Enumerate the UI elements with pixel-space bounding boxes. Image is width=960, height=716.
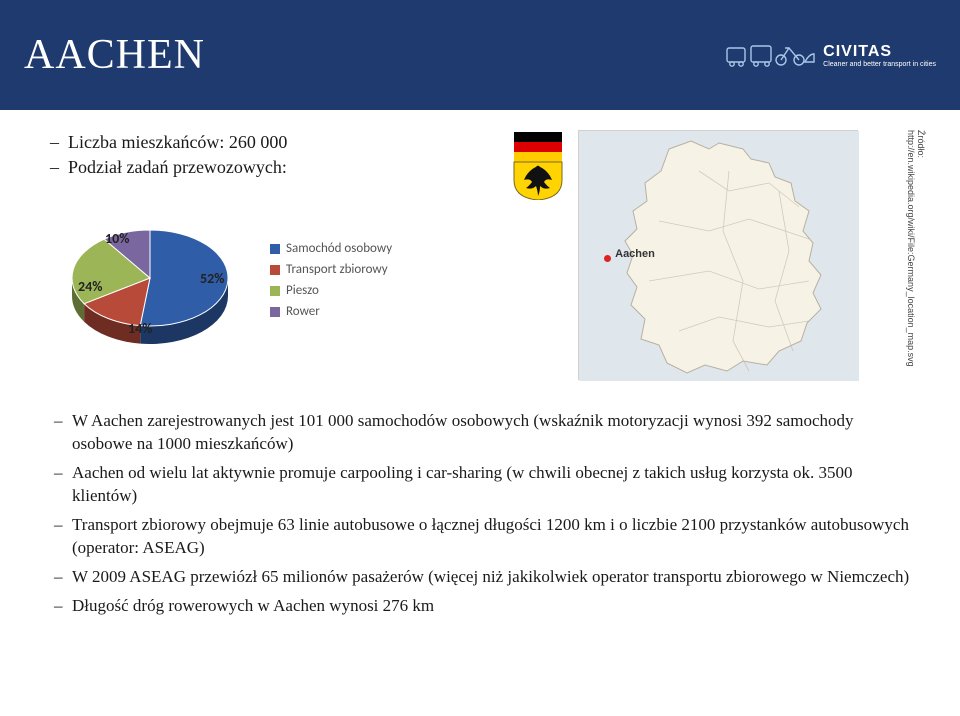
map-city-dot xyxy=(604,255,611,262)
legend-swatch xyxy=(270,286,280,296)
germany-map: Aachen xyxy=(578,130,858,380)
pie-slice-label: 52% xyxy=(200,270,224,287)
legend-label: Rower xyxy=(286,304,320,319)
legend-item: Samochód osobowy xyxy=(270,241,392,256)
pie-chart: 52% 14% 24% 10% xyxy=(50,200,250,360)
pie-chart-area: 52% 14% 24% 10% Samochód osobowy Transport z… xyxy=(50,200,490,360)
intro-list: Liczba mieszkańców: 260 000 Podział zada… xyxy=(50,130,490,180)
slide-content: Liczba mieszkańców: 260 000 Podział zada… xyxy=(0,110,960,644)
logo-vehicle-icons xyxy=(725,38,815,72)
upper-row: Liczba mieszkańców: 260 000 Podział zada… xyxy=(50,130,910,380)
bullet-item: Aachen od wielu lat aktywnie promuje car… xyxy=(50,462,910,508)
legend-label: Transport zbiorowy xyxy=(286,262,388,277)
pie-slice-label: 24% xyxy=(78,278,102,295)
intro-line-2: Podział zadań przewozowych: xyxy=(50,155,490,180)
logo-text: CIVITAS Cleaner and better transport in … xyxy=(823,43,936,68)
logo-tagline: Cleaner and better transport in cities xyxy=(823,61,936,68)
legend-item: Transport zbiorowy xyxy=(270,262,392,277)
legend-swatch xyxy=(270,265,280,275)
pie-slice-label: 14% xyxy=(128,320,152,337)
right-column: Aachen Źródło: http://en.wikipedia.org/w… xyxy=(510,130,910,380)
source-citation: Źródło: http://en.wikipedia.org/wiki/Fil… xyxy=(906,130,926,380)
pie-slice-label: 10% xyxy=(105,230,129,247)
legend-item: Rower xyxy=(270,304,392,319)
bullet-list: W Aachen zarejestrowanych jest 101 000 s… xyxy=(50,410,910,618)
bullet-item: Długość dróg rowerowych w Aachen wynosi … xyxy=(50,595,910,618)
civitas-logo: CIVITAS Cleaner and better transport in … xyxy=(725,38,936,72)
logo-name: CIVITAS xyxy=(823,43,936,61)
legend-swatch xyxy=(270,244,280,254)
left-column: Liczba mieszkańców: 260 000 Podział zada… xyxy=(50,130,490,360)
map-city-label: Aachen xyxy=(615,248,655,260)
bullet-item: W Aachen zarejestrowanych jest 101 000 s… xyxy=(50,410,910,456)
bullet-item: W 2009 ASEAG przewiózł 65 milionów pasaż… xyxy=(50,566,910,589)
bullet-item: Transport zbiorowy obejmuje 63 linie aut… xyxy=(50,514,910,560)
slide-title: AACHEN xyxy=(24,31,205,79)
legend-item: Pieszo xyxy=(270,283,392,298)
slide-header: AACHEN CIVITAS Cleaner and better transp… xyxy=(0,0,960,110)
intro-line-1: Liczba mieszkańców: 260 000 xyxy=(50,130,490,155)
legend-label: Samochód osobowy xyxy=(286,241,392,256)
aachen-crest xyxy=(510,130,566,200)
legend-swatch xyxy=(270,307,280,317)
pie-legend: Samochód osobowy Transport zbiorowy Pieszo… xyxy=(270,241,392,319)
legend-label: Pieszo xyxy=(286,283,319,298)
